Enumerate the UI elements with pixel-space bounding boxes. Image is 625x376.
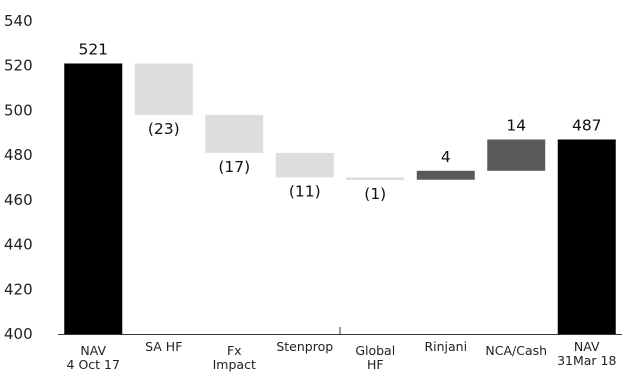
- x-category-label: NAV: [574, 339, 600, 354]
- decrease-bar: [275, 152, 334, 178]
- bars: [64, 63, 616, 334]
- x-category-label: NAV: [80, 343, 106, 358]
- y-axis: 400 420 440 460 480 500 520 540: [4, 12, 33, 343]
- data-label: 4: [441, 148, 451, 166]
- x-category-label: Impact: [213, 357, 256, 372]
- y-tick-label: 520: [4, 57, 33, 75]
- data-label: (1): [364, 185, 386, 203]
- decrease-bar: [346, 177, 405, 180]
- increase-bar: [487, 139, 546, 171]
- data-label: 521: [78, 40, 108, 58]
- x-category-label: Rinjani: [424, 339, 467, 354]
- y-tick-label: 500: [4, 101, 33, 119]
- increase-bar: [416, 170, 475, 180]
- data-label: (17): [218, 158, 250, 176]
- data-labels: 521 (23) (17) (11) (1) 4 14 487: [78, 40, 601, 203]
- y-tick-label: 480: [4, 146, 33, 164]
- y-tick-label: 540: [4, 12, 33, 30]
- total-bar: [557, 139, 616, 334]
- data-label: 14: [506, 116, 526, 134]
- decrease-bar: [205, 114, 264, 153]
- x-category-label: 31Mar 18: [557, 353, 616, 368]
- x-category-label: Fx: [227, 343, 242, 358]
- x-category-label: 4 Oct 17: [67, 357, 120, 372]
- y-tick-label: 440: [4, 236, 33, 254]
- data-label: 487: [572, 116, 602, 134]
- y-tick-label: 400: [4, 325, 33, 343]
- y-tick-label: 420: [4, 280, 33, 298]
- x-category-label: HF: [367, 357, 384, 372]
- data-label: (11): [289, 183, 321, 201]
- x-category-label: NCA/Cash: [485, 343, 547, 358]
- decrease-bar: [134, 63, 193, 115]
- x-category-label: Global: [355, 343, 395, 358]
- y-tick-label: 460: [4, 191, 33, 209]
- x-category-label: SA HF: [145, 339, 182, 354]
- data-label: (23): [148, 120, 180, 138]
- x-category-label: Stenprop: [276, 339, 333, 354]
- total-bar: [64, 63, 123, 334]
